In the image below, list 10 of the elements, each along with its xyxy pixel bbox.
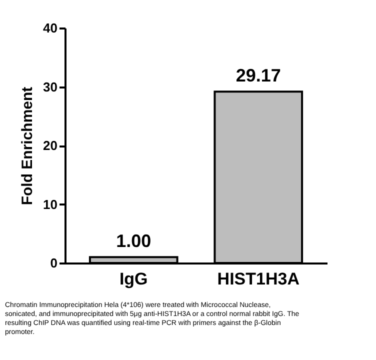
y-tick-label: 0 — [50, 256, 58, 270]
y-tick-label: 20 — [43, 138, 58, 153]
y-tick-label: 30 — [43, 79, 58, 94]
y-tick-label: 40 — [43, 20, 58, 36]
data-label: 1.00 — [116, 231, 152, 252]
x-tick-label: IgG — [119, 270, 148, 288]
y-axis-title: Fold Enrichment — [19, 86, 36, 206]
data-label: 29.17 — [236, 66, 281, 86]
x-tick-label: HIST1H3A — [217, 270, 300, 288]
y-tick-label: 10 — [43, 196, 58, 212]
